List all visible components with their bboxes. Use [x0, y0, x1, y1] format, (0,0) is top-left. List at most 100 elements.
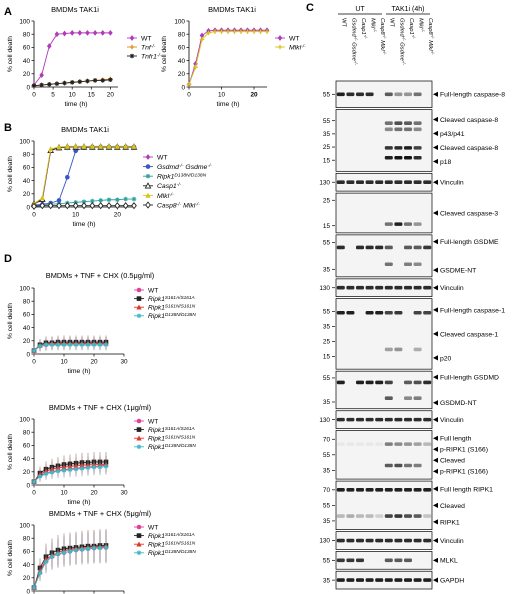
blot-band [394, 417, 403, 422]
y-tick-label: 80 [23, 32, 31, 39]
blot-band [365, 488, 374, 492]
superscript-text: D138N/D138N [174, 172, 206, 178]
superscript-text: -/- [169, 191, 174, 197]
band-arrowhead [433, 91, 438, 97]
mw-marker: 35 [323, 577, 331, 584]
legend-label: Mlkl-/- [289, 43, 306, 52]
blot-band [336, 442, 345, 446]
legend-marker [136, 427, 142, 432]
blot-band [404, 262, 412, 267]
blot-band [423, 514, 432, 518]
x-tick-label: 20 [250, 92, 258, 99]
legend-marker [136, 435, 142, 441]
chart-title: BMDMs TAK1i [61, 125, 109, 134]
blot-band [394, 463, 403, 468]
chart-B: BMDMs TAK1i % cell death time (h) 0 20 40 60 80… [7, 125, 138, 228]
band-arrowhead [433, 446, 438, 452]
data-point [31, 479, 37, 484]
band-label: GAPDH [440, 578, 464, 585]
legend-marker [144, 182, 152, 189]
blot-band [365, 578, 374, 582]
superscript-text: S161A/S161A [165, 295, 195, 301]
italic-text: Gsdmd [157, 164, 179, 171]
series-0 [186, 27, 270, 88]
y-tick-label: 80 [23, 536, 31, 543]
legend-marker [145, 164, 151, 169]
band-arrowhead [433, 238, 438, 245]
blot-band [404, 558, 412, 563]
blot-band [404, 488, 412, 492]
blot-band [423, 558, 432, 563]
blot-band [384, 180, 393, 185]
data-point [43, 559, 49, 565]
band-arrowhead [433, 355, 438, 361]
data-point [73, 342, 79, 348]
blot-band [365, 417, 374, 422]
legend-marker [129, 44, 135, 50]
data-point [46, 43, 52, 49]
band-arrowhead [433, 537, 438, 544]
data-point [100, 29, 106, 36]
blot-band [375, 442, 384, 446]
data-point [67, 549, 73, 554]
italic-text: Mlkl [370, 18, 376, 29]
blot-band [365, 380, 374, 385]
italic-text: Casp1 [360, 18, 366, 35]
series-line [33, 146, 134, 206]
y-tick-label: 100 [174, 18, 185, 25]
y-tick-label: 40 [23, 178, 31, 185]
lane-label: Casp1-/- [360, 18, 369, 39]
band-label: GSDMD-NT [440, 400, 477, 407]
data-point [64, 143, 70, 149]
band-arrowhead [433, 502, 438, 508]
mw-marker: 25 [323, 197, 331, 204]
superscript-text: S161A/S161A [165, 426, 195, 432]
band-label: Vinculin [440, 285, 464, 292]
series-3 [31, 338, 109, 355]
blot-band [404, 463, 412, 468]
data-point [238, 29, 244, 34]
italic-text: Casp8 [379, 18, 385, 36]
italic-text: WT [157, 154, 168, 161]
band-label: RIPK1 [440, 519, 460, 526]
superscript-text: -/- [195, 201, 200, 207]
italic-text: Mlkl [379, 39, 385, 52]
band-arrowhead [433, 179, 438, 185]
blot-band [384, 488, 393, 492]
blot-band [384, 463, 393, 468]
data-point [69, 80, 75, 85]
blot-band [384, 442, 393, 446]
y-axis-label: % cell death [7, 303, 14, 339]
data-point [73, 148, 78, 154]
chart-A1: BMDMs TAK1i % cell death time (h) 0 20 40 60 80… [7, 5, 118, 108]
legend-marker [136, 524, 142, 530]
superscript-text: -/- [383, 35, 388, 40]
superscript-text: -/- [383, 51, 388, 56]
data-point [85, 78, 90, 84]
data-point [39, 202, 46, 210]
data-point [90, 198, 95, 204]
italic-text: Ripk1 [148, 542, 165, 549]
blot-band [394, 222, 403, 226]
data-point [54, 81, 60, 86]
blot-band [394, 514, 403, 518]
legend-label: Ripk1S161N/S161N [148, 303, 196, 312]
x-tick-label: 10 [60, 490, 68, 497]
mw-marker: 25 [323, 144, 331, 151]
y-tick-label: 20 [178, 71, 186, 78]
mw-marker: 35 [323, 324, 331, 331]
blot-band [356, 488, 364, 492]
data-point [206, 30, 211, 36]
superscript-text: S161A/S161A [165, 532, 195, 538]
data-point [123, 143, 129, 149]
italic-text: Ripk1 [148, 296, 165, 303]
superscript-text: -/- [431, 51, 436, 56]
mw-marker: 55 [323, 309, 331, 316]
data-point [103, 342, 109, 348]
data-point [72, 202, 79, 210]
y-tick-label: 80 [23, 430, 31, 437]
blot-band [394, 558, 403, 563]
italic-text: Ripk1 [148, 313, 165, 320]
